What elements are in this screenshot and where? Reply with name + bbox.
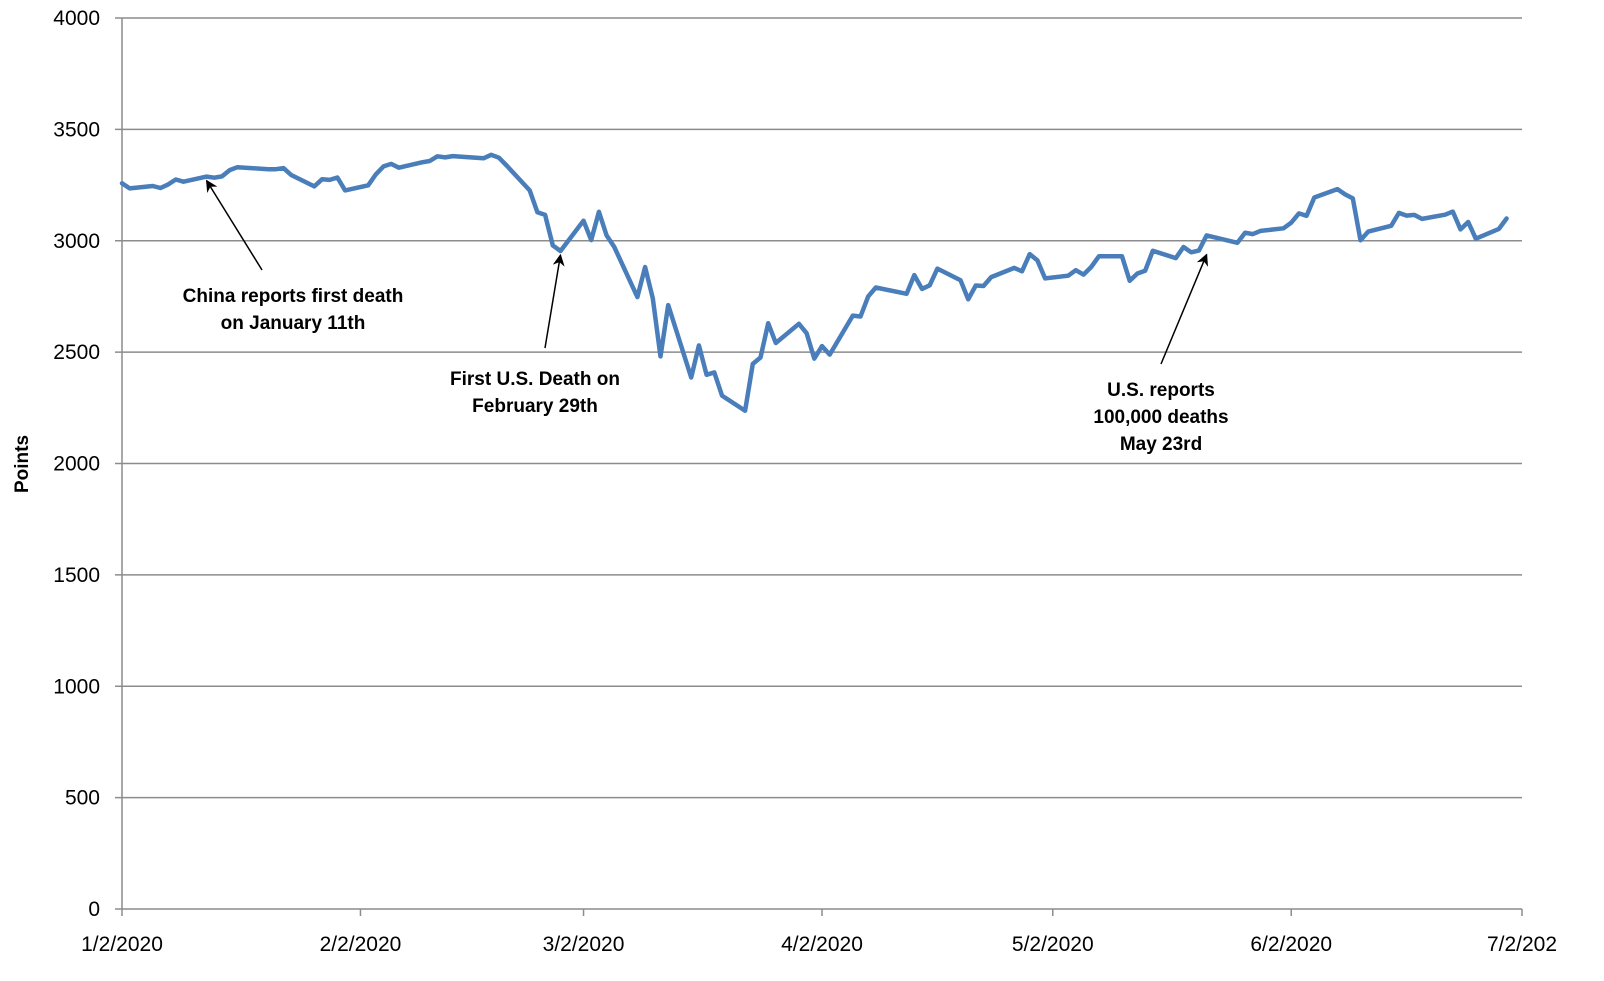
series-line	[119, 152, 1509, 413]
annotation-arrow	[544, 253, 565, 349]
y-tick-label: 1500	[53, 564, 100, 587]
annotation-text: U.S. reports	[1107, 380, 1215, 401]
axes	[115, 17, 1523, 916]
x-tick-labels: 1/2/2020 2/2/2020 3/2/2020 4/2/2020 5/2/2020…	[81, 933, 1557, 956]
annotation-text: First U.S. Death on	[450, 369, 620, 390]
annotation-arrow	[1160, 253, 1208, 365]
annotations: China reports first death on January 11th…	[183, 179, 1229, 455]
annotation-text: May 23rd	[1120, 434, 1202, 455]
annotation-text: China reports first death	[183, 286, 404, 307]
annotation-text: on January 11th	[221, 313, 366, 334]
y-tick-label: 0	[88, 898, 100, 921]
y-tick-label: 1000	[53, 675, 100, 698]
y-tick-label: 3500	[53, 118, 100, 141]
x-tick-label: 1/2/2020	[81, 933, 163, 956]
y-tick-label: 2500	[53, 341, 100, 364]
annotation-arrow	[205, 179, 263, 271]
y-tick-label: 2000	[53, 453, 100, 476]
y-tick-labels: 0 500 1000 1500 2000 2500 3000 3500 4000	[53, 7, 100, 921]
x-tick-label: 3/2/2020	[543, 933, 625, 956]
x-tick-label: 5/2/2020	[1012, 933, 1094, 956]
y-axis-label: Points	[12, 435, 33, 493]
y-tick-label: 3000	[53, 230, 100, 253]
gridlines	[122, 17, 1522, 799]
annotation-text: 100,000 deaths	[1093, 407, 1228, 428]
y-tick-label: 4000	[53, 7, 100, 30]
annotation-text: February 29th	[472, 396, 598, 417]
x-tick-label: 4/2/2020	[781, 933, 863, 956]
y-tick-label: 500	[65, 787, 100, 810]
x-tick-label: 2/2/2020	[320, 933, 402, 956]
series-group	[119, 152, 1509, 413]
x-tick-label: 6/2/2020	[1250, 933, 1332, 956]
x-tick-label: 7/2/202	[1487, 933, 1557, 956]
